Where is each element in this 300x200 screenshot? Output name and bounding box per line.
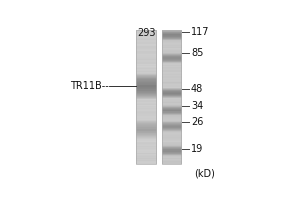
Text: (kD): (kD) (194, 169, 214, 179)
Bar (136, 30, 156, 164)
Text: 117: 117 (191, 27, 209, 37)
Bar (161, 30, 181, 164)
Text: 34: 34 (191, 101, 203, 111)
Text: TR11B--: TR11B-- (70, 81, 109, 91)
Text: 85: 85 (191, 48, 203, 58)
Text: 293: 293 (137, 28, 155, 38)
Text: 48: 48 (191, 84, 203, 94)
Text: 26: 26 (191, 117, 203, 127)
Text: 19: 19 (191, 144, 203, 154)
